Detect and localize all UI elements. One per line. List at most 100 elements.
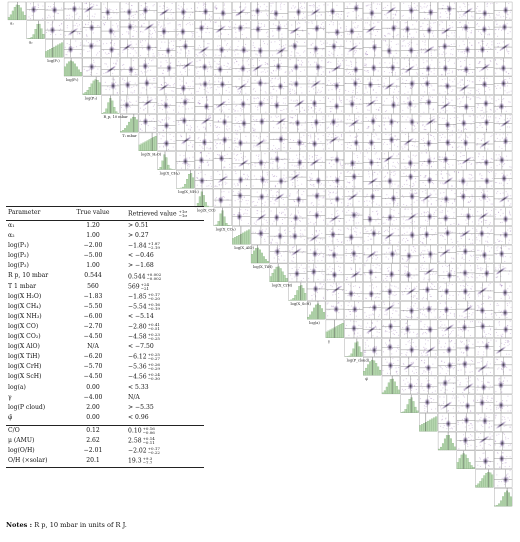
scatter-point — [349, 74, 351, 76]
scatter-point — [386, 44, 388, 46]
scatter-point — [495, 110, 497, 112]
scatter-point — [357, 215, 359, 217]
scatter-point — [318, 5, 320, 7]
scatter-point — [482, 156, 484, 158]
scatter-point — [416, 154, 418, 156]
scatter-point — [293, 223, 295, 225]
scatter-point — [163, 6, 165, 8]
scatter-point — [308, 106, 310, 108]
scatter-point — [467, 201, 469, 204]
scatter-point — [457, 116, 459, 119]
scatter-point — [179, 25, 181, 27]
scatter-point — [239, 115, 241, 117]
scatter-point — [104, 24, 106, 26]
scatter-point — [355, 27, 357, 29]
scatter-point — [195, 10, 197, 12]
scatter-point — [366, 53, 368, 56]
scatter-point — [218, 154, 220, 156]
scatter-point — [320, 124, 322, 126]
scatter-point — [349, 181, 351, 183]
scatter-point — [477, 63, 479, 65]
scatter-point — [203, 88, 205, 91]
scatter-point — [331, 214, 333, 216]
scatter-point — [147, 70, 149, 72]
scatter-point — [127, 96, 129, 98]
scatter-point — [242, 213, 245, 215]
scatter-point — [388, 32, 390, 34]
scatter-point — [188, 49, 190, 52]
scatter-point — [496, 108, 498, 110]
scatter-point — [321, 44, 323, 46]
scatter-point — [206, 28, 208, 30]
scatter-point — [50, 24, 52, 26]
scatter-point — [160, 34, 162, 37]
scatter-point — [240, 110, 242, 112]
scatter-point — [491, 185, 493, 187]
scatter-point — [178, 123, 180, 126]
scatter-point — [233, 214, 235, 216]
scatter-point — [440, 222, 442, 224]
scatter-point — [355, 117, 357, 120]
scatter-point — [457, 58, 459, 60]
scatter-point — [367, 17, 369, 19]
scatter-point — [396, 87, 398, 89]
scatter-point — [244, 156, 246, 158]
scatter-point — [394, 74, 396, 76]
scatter-point — [270, 5, 272, 7]
scatter-point — [510, 203, 512, 205]
scatter-point — [439, 92, 441, 94]
scatter-point — [56, 12, 58, 14]
scatter-point — [246, 178, 248, 180]
scatter-point — [216, 154, 219, 156]
scatter-point — [495, 21, 497, 23]
scatter-point — [169, 22, 171, 24]
scatter-point — [359, 36, 361, 38]
scatter-point — [180, 167, 183, 169]
scatter-point — [196, 7, 198, 9]
scatter-point — [243, 196, 245, 198]
scatter-point — [106, 42, 108, 44]
scatter-point — [322, 144, 324, 146]
scatter-point — [152, 77, 154, 80]
scatter-point — [365, 63, 367, 65]
scatter-point — [78, 24, 81, 26]
scatter-point — [139, 55, 142, 57]
scatter-point — [347, 204, 349, 206]
scatter-point — [490, 3, 492, 5]
scatter-point — [425, 148, 427, 151]
scatter-point — [46, 28, 49, 30]
scatter-point — [403, 67, 405, 69]
scatter-point — [221, 33, 223, 35]
scatter-point — [398, 78, 400, 80]
scatter-point — [429, 192, 431, 194]
scatter-point — [170, 9, 172, 11]
scatter-point — [109, 17, 111, 19]
scatter-point — [96, 73, 98, 75]
scatter-point — [224, 8, 226, 10]
scatter-point — [476, 22, 479, 25]
scatter-point — [198, 136, 200, 139]
scatter-point — [182, 106, 184, 108]
scatter-point — [479, 80, 481, 82]
scatter-point — [215, 200, 217, 202]
scatter-point — [385, 128, 387, 130]
scatter-point — [330, 123, 332, 125]
scatter-point — [327, 135, 329, 137]
scatter-point — [283, 88, 285, 90]
scatter-point — [224, 155, 226, 157]
scatter-point — [297, 34, 299, 36]
scatter-point — [461, 79, 463, 81]
scatter-point — [208, 109, 210, 111]
scatter-point — [394, 58, 396, 60]
scatter-point — [334, 186, 336, 188]
scatter-point — [246, 99, 248, 101]
scatter-point — [470, 199, 472, 201]
scatter-point — [350, 216, 352, 218]
scatter-point — [107, 52, 110, 54]
scatter-point — [199, 152, 201, 154]
scatter-point — [303, 109, 305, 111]
scatter-point — [383, 84, 385, 86]
scatter-point — [453, 222, 455, 224]
scatter-point — [300, 86, 302, 88]
scatter-point — [197, 70, 199, 73]
